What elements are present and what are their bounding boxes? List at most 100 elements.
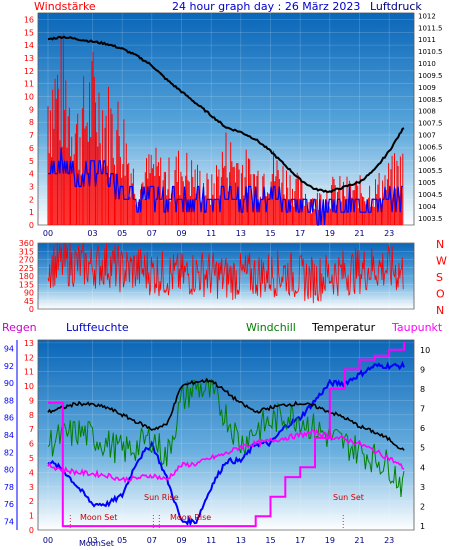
y-tick-rain: 1 [420, 522, 425, 531]
x-tick: 21 [354, 536, 364, 545]
y-tick-pressure: 1011.5 [418, 24, 443, 32]
y-tick-direction: 0 [29, 305, 34, 314]
y-tick-wind: 10 [24, 93, 34, 102]
y-tick-pressure: 1005.5 [418, 167, 443, 175]
y-tick-rain: 6 [420, 424, 425, 433]
y-tick-pressure: 1008 [418, 108, 436, 116]
climate-series [47, 342, 405, 528]
y-tick-wind: 7 [29, 131, 34, 140]
x-tick: 11 [206, 229, 216, 238]
y-tick-rain: 5 [420, 444, 425, 453]
y-tick-wind: 11 [24, 80, 34, 89]
y-tick-temperature: 9 [29, 396, 34, 405]
y-tick-rain: 4 [420, 463, 425, 472]
x-tick: 15 [265, 229, 275, 238]
y-tick-temperature: 7 [29, 425, 34, 434]
y-tick-temperature: 6 [29, 440, 34, 449]
event-moon-set-1: Moon Set [80, 513, 117, 522]
y-tick-wind: 4 [29, 170, 34, 179]
windchill-series [47, 378, 405, 498]
x-tick: 21 [354, 229, 364, 238]
y-tick-pressure: 1004.5 [418, 191, 443, 199]
y-tick-temperature: 4 [29, 468, 34, 477]
y-tick-humidity: 92 [4, 362, 14, 371]
x-tick: 23 [384, 229, 394, 238]
y-tick-rain: 10 [420, 346, 430, 355]
y-tick-wind: 0 [29, 221, 34, 230]
event-sun-rise: Sun Rise [144, 493, 179, 502]
x-tick: 15 [265, 536, 275, 545]
y-tick-rain: 8 [420, 385, 425, 394]
y-tick-rain: 9 [420, 365, 425, 374]
x-tick: 09 [176, 229, 186, 238]
y-tick-humidity: 78 [4, 483, 14, 492]
compass-label: O [436, 288, 445, 301]
y-tick-humidity: 88 [4, 396, 14, 405]
x-tick: 13 [236, 536, 246, 545]
y-tick-pressure: 1009.5 [418, 72, 443, 80]
y-tick-humidity: 90 [4, 379, 14, 388]
wind-direction-series [47, 242, 404, 304]
x-tick: 19 [325, 536, 335, 545]
compass-label: N [436, 238, 444, 251]
y-tick-temperature: 13 [24, 339, 34, 348]
rain-series [48, 342, 405, 528]
y-tick-direction: 360 [19, 239, 34, 248]
x-tick: 13 [236, 229, 246, 238]
dewpoint-series [47, 428, 405, 484]
wind-pressure-series [47, 33, 405, 226]
y-tick-pressure: 1007 [418, 131, 436, 139]
compass-label: S [436, 271, 443, 284]
temperature-series [47, 377, 405, 451]
y-tick-humidity: 80 [4, 466, 14, 475]
y-tick-humidity: 82 [4, 448, 14, 457]
x-tick: 23 [384, 536, 394, 545]
event-sun-set: Sun Set [333, 493, 364, 502]
y-tick-direction: 315 [19, 247, 34, 256]
wind-average-series [48, 147, 403, 226]
y-tick-humidity: 76 [4, 500, 14, 509]
y-tick-temperature: 3 [29, 483, 34, 492]
y-tick-temperature: 5 [29, 454, 34, 463]
event-moon-rise: Moon Rise [170, 513, 211, 522]
y-tick-temperature: 10 [24, 382, 34, 391]
y-tick-temperature: 0 [29, 526, 34, 535]
y-tick-pressure: 1007.5 [418, 120, 443, 128]
y-tick-rain: 7 [420, 405, 425, 414]
x-tick: 03 [87, 229, 97, 238]
legend-luftfeuchte: Luftfeuchte [66, 321, 129, 334]
y-tick-pressure: 1003.5 [418, 215, 443, 223]
legend-taupunkt: Taupunkt [391, 321, 443, 334]
compass-label: N [436, 304, 444, 317]
y-tick-wind: 2 [29, 195, 34, 204]
y-tick-wind: 5 [29, 157, 34, 166]
y-tick-temperature: 2 [29, 497, 34, 506]
climate-grid [38, 340, 414, 531]
x-tick: 11 [206, 536, 216, 545]
y-tick-pressure: 1010.5 [418, 48, 443, 56]
x-tick: 09 [176, 536, 186, 545]
y-tick-humidity: 94 [4, 345, 14, 354]
y-tick-direction: 135 [19, 280, 34, 289]
y-tick-wind: 16 [24, 15, 34, 24]
x-tick: 05 [117, 536, 127, 545]
x-tick: 07 [147, 536, 157, 545]
y-tick-temperature: 12 [24, 353, 34, 362]
x-tick: 17 [295, 229, 305, 238]
y-tick-pressure: 1011 [418, 36, 436, 44]
event-moon-set-2: MoonSet [79, 539, 114, 548]
legend-temperatur: Temperatur [311, 321, 376, 334]
y-tick-pressure: 1004 [418, 203, 436, 211]
x-tick: 00 [43, 536, 53, 545]
y-tick-temperature: 8 [29, 411, 34, 420]
header-center: 24 hour graph day : 26 März 2023 [172, 0, 360, 13]
x-tick: 05 [117, 229, 127, 238]
y-tick-wind: 1 [29, 208, 34, 217]
y-tick-wind: 9 [29, 105, 34, 114]
y-tick-wind: 3 [29, 182, 34, 191]
y-tick-rain: 3 [420, 483, 425, 492]
y-tick-wind: 12 [24, 67, 34, 76]
header-right: Luftdruck [370, 0, 422, 13]
